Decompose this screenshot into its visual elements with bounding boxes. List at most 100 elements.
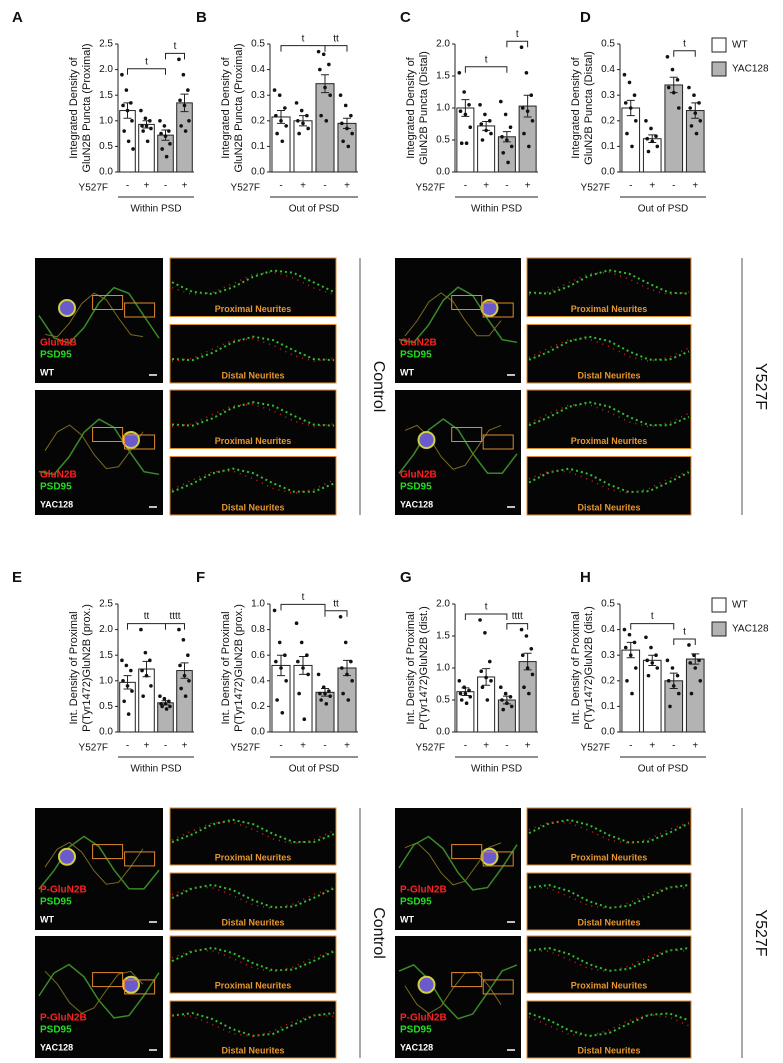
data-point bbox=[501, 151, 506, 155]
data-point bbox=[654, 134, 658, 138]
data-point bbox=[627, 632, 632, 637]
data-point bbox=[299, 108, 304, 113]
stain-label: GluN2B bbox=[400, 338, 437, 349]
neurite bbox=[528, 401, 690, 427]
data-point bbox=[665, 658, 670, 663]
bar bbox=[315, 83, 335, 173]
data-point bbox=[340, 666, 344, 670]
data-point bbox=[483, 631, 487, 635]
significance-bracket bbox=[127, 623, 166, 630]
data-point bbox=[487, 119, 492, 123]
x-tick-label: + bbox=[300, 741, 306, 752]
neurite bbox=[171, 467, 335, 493]
significance-label: t bbox=[516, 29, 519, 40]
significance-label: t bbox=[485, 54, 488, 65]
data-point bbox=[343, 640, 348, 645]
data-point bbox=[168, 704, 172, 709]
x-tick-label: + bbox=[692, 181, 698, 192]
data-point bbox=[143, 650, 148, 655]
x-axis-label: Y527F bbox=[79, 183, 108, 194]
x-tick-label: - bbox=[126, 741, 129, 752]
data-point bbox=[350, 679, 354, 683]
y-axis-label: GluN2B Puncta (Distal) bbox=[418, 51, 430, 165]
y-tick-label: 0.5 bbox=[601, 39, 615, 50]
significance-label: tt bbox=[144, 611, 150, 622]
data-point bbox=[646, 149, 651, 154]
data-point bbox=[284, 679, 288, 683]
data-point bbox=[167, 699, 171, 704]
neurite bbox=[171, 335, 335, 362]
inset-label: Distal Neurites bbox=[577, 502, 640, 512]
y-tick-label: 0.0 bbox=[251, 727, 265, 738]
data-point bbox=[468, 125, 473, 129]
inset-label: Proximal Neurites bbox=[215, 852, 292, 862]
data-point bbox=[698, 119, 703, 123]
x-tick-label: + bbox=[144, 181, 150, 192]
inset-image bbox=[169, 257, 337, 317]
data-point bbox=[489, 131, 493, 136]
stain-label: GluN2B bbox=[40, 338, 77, 349]
data-point bbox=[327, 689, 331, 693]
data-point bbox=[144, 124, 149, 128]
genotype-label: WT bbox=[400, 914, 414, 924]
y-tick-label: 2.5 bbox=[99, 39, 113, 50]
x-axis-label: Y527F bbox=[581, 743, 610, 754]
group-label: Out of PSD bbox=[638, 764, 689, 775]
data-point bbox=[697, 101, 701, 105]
x-tick-label: + bbox=[300, 181, 306, 192]
data-point bbox=[341, 691, 345, 696]
data-point bbox=[665, 55, 670, 59]
genotype-label: YAC128 bbox=[400, 499, 433, 509]
data-point bbox=[503, 112, 508, 117]
cell-body bbox=[58, 299, 76, 317]
neurite bbox=[528, 1013, 690, 1038]
y-axis-label: Integrated Density of bbox=[68, 56, 80, 158]
stain-label: PSD95 bbox=[40, 350, 72, 361]
data-point bbox=[160, 147, 164, 151]
data-point bbox=[324, 702, 329, 706]
data-point bbox=[487, 659, 492, 664]
region-box bbox=[124, 302, 156, 318]
significance-label: t bbox=[683, 38, 686, 49]
data-point bbox=[655, 666, 660, 670]
data-point bbox=[644, 119, 648, 123]
y-tick-label: 1.5 bbox=[99, 650, 113, 661]
neurite bbox=[44, 970, 144, 1014]
data-point bbox=[462, 90, 466, 94]
bar bbox=[685, 658, 705, 733]
data-point bbox=[645, 658, 650, 663]
data-point bbox=[178, 663, 182, 668]
data-point bbox=[141, 129, 145, 133]
significance-bracket bbox=[324, 45, 348, 52]
data-point bbox=[129, 668, 133, 673]
y-tick-label: 0.3 bbox=[601, 650, 615, 661]
data-point bbox=[316, 49, 321, 54]
inset-image bbox=[169, 324, 337, 384]
data-point bbox=[632, 93, 637, 97]
data-point bbox=[694, 131, 699, 136]
y-tick-label: 1.5 bbox=[436, 631, 450, 642]
data-point bbox=[321, 52, 326, 57]
legend-label: WT bbox=[732, 600, 748, 611]
stain-label: P-GluN2B bbox=[400, 1013, 447, 1024]
neurite bbox=[171, 883, 335, 909]
condition-label: Y527F bbox=[752, 909, 769, 956]
data-point bbox=[323, 691, 327, 696]
data-point bbox=[467, 688, 471, 693]
y-tick-label: 0.1 bbox=[251, 141, 265, 152]
data-point bbox=[272, 88, 277, 92]
y-tick-label: 1.0 bbox=[436, 663, 450, 674]
x-tick-label: - bbox=[126, 181, 129, 192]
neurite bbox=[528, 883, 690, 909]
inset-image bbox=[526, 389, 692, 449]
inset-image bbox=[526, 935, 692, 994]
neurite bbox=[528, 335, 690, 361]
data-point bbox=[625, 131, 629, 136]
data-point bbox=[520, 106, 525, 110]
data-point bbox=[121, 103, 125, 108]
data-point bbox=[480, 685, 485, 689]
bar bbox=[337, 122, 357, 173]
y-tick-label: 2.0 bbox=[99, 624, 113, 635]
data-point bbox=[485, 698, 490, 702]
panel-letter: C bbox=[400, 9, 411, 26]
